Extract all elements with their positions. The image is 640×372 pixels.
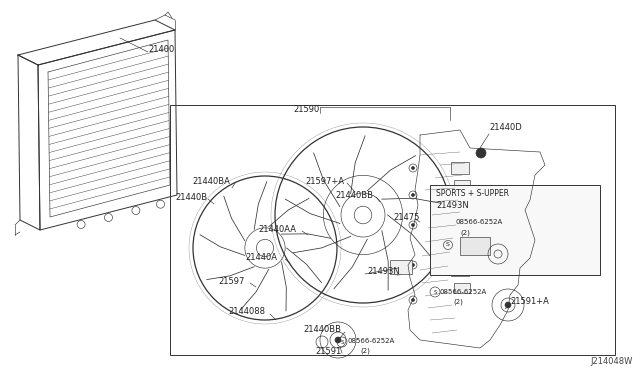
Text: 21440BB: 21440BB	[335, 190, 373, 199]
Bar	[451, 162, 469, 174]
Text: S: S	[433, 289, 436, 295]
Text: 21591: 21591	[315, 346, 341, 356]
Bar	[447, 213, 463, 223]
Text: 08566-6252A: 08566-6252A	[455, 219, 502, 225]
Text: 21591+A: 21591+A	[510, 296, 549, 305]
Bar	[430, 185, 600, 275]
Text: 08566-6252A: 08566-6252A	[440, 289, 487, 295]
Text: 21493N: 21493N	[436, 201, 468, 209]
Bar	[460, 237, 490, 255]
Text: 21440A: 21440A	[245, 253, 277, 262]
Circle shape	[412, 167, 415, 170]
Text: J214048W: J214048W	[590, 357, 632, 366]
Text: 21493N: 21493N	[367, 266, 400, 276]
Bar	[449, 194, 467, 206]
Circle shape	[505, 302, 511, 308]
Circle shape	[412, 193, 415, 196]
Text: 21400: 21400	[148, 45, 174, 54]
Circle shape	[412, 224, 415, 227]
Circle shape	[412, 263, 415, 266]
Bar	[454, 180, 470, 190]
Text: 21440D: 21440D	[489, 124, 522, 132]
Text: (2): (2)	[360, 348, 370, 354]
Circle shape	[476, 148, 486, 158]
Text: (2): (2)	[460, 230, 470, 236]
Text: 21440AA: 21440AA	[258, 224, 296, 234]
Bar	[390, 260, 412, 274]
Bar	[449, 229, 467, 241]
Bar	[447, 247, 463, 257]
Text: 21590: 21590	[293, 106, 319, 115]
Bar	[454, 283, 470, 293]
Text: 21475: 21475	[393, 212, 419, 221]
Text: 2144088: 2144088	[228, 308, 265, 317]
Text: S: S	[340, 340, 344, 344]
Text: SPORTS + S-UPPER: SPORTS + S-UPPER	[436, 189, 509, 198]
Text: S: S	[446, 243, 450, 247]
Text: 21597: 21597	[218, 276, 244, 285]
Bar	[170, 105, 615, 355]
Text: 21597+A: 21597+A	[305, 176, 344, 186]
Bar	[451, 264, 469, 276]
Text: 08566-6252A: 08566-6252A	[348, 338, 396, 344]
Text: (2): (2)	[453, 299, 463, 305]
Text: 21440B: 21440B	[175, 192, 207, 202]
Circle shape	[412, 298, 415, 301]
Text: 21440BB: 21440BB	[303, 326, 341, 334]
Text: 21440BA: 21440BA	[192, 176, 230, 186]
Circle shape	[335, 337, 341, 343]
